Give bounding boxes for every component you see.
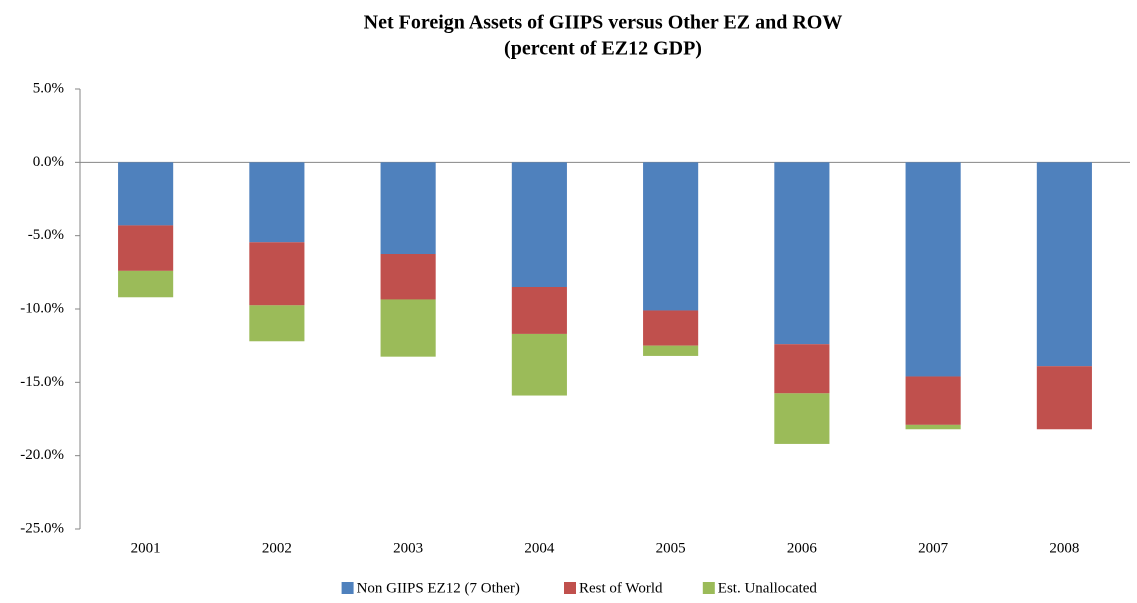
- legend-label: Est. Unallocated: [718, 580, 818, 596]
- bar-segment: [774, 162, 830, 345]
- bar-segment: [249, 242, 305, 306]
- bar-segment: [380, 254, 436, 300]
- legend-label: Non GIIPS EZ12 (7 Other): [357, 580, 520, 596]
- bar-segment: [905, 376, 961, 425]
- bar-segment: [511, 162, 567, 287]
- legend-swatch: [341, 582, 354, 594]
- x-tick-label: 2007: [918, 540, 949, 556]
- bar-segment: [511, 287, 567, 334]
- chart-title: Net Foreign Assets of GIIPS versus Other…: [364, 12, 843, 34]
- bar-segment: [1036, 366, 1092, 430]
- bar-segment: [774, 344, 830, 394]
- x-tick-label: 2008: [1049, 540, 1079, 556]
- bar-segment: [774, 393, 830, 444]
- bar-segment: [249, 162, 305, 243]
- y-tick-label: -10.0%: [20, 300, 64, 316]
- bar-segment: [511, 333, 567, 396]
- chart-subtitle: (percent of EZ12 GDP): [504, 38, 702, 60]
- bar-segment: [643, 345, 699, 356]
- y-tick-label: -15.0%: [20, 374, 64, 390]
- x-tick-label: 2004: [524, 540, 555, 556]
- bar-segment: [380, 162, 436, 254]
- legend-swatch: [564, 582, 576, 594]
- x-tick-label: 2005: [656, 540, 686, 556]
- bar-segment: [905, 424, 961, 430]
- bar-segment: [118, 225, 174, 271]
- bar-segment: [380, 299, 436, 357]
- y-tick-label: 5.0%: [33, 80, 64, 96]
- bar-segment: [643, 310, 699, 346]
- bar-segment: [249, 305, 305, 342]
- y-tick-label: -5.0%: [28, 227, 64, 243]
- x-tick-label: 2003: [393, 540, 423, 556]
- legend-swatch: [702, 582, 715, 594]
- y-tick-label: 0.0%: [33, 154, 64, 170]
- bar-segment: [643, 162, 699, 311]
- bar-segment: [1036, 162, 1092, 367]
- x-tick-label: 2001: [131, 540, 161, 556]
- legend-label: Rest of World: [579, 580, 663, 596]
- x-tick-label: 2002: [262, 540, 292, 556]
- bar-segment: [905, 162, 961, 377]
- bar-segment: [118, 270, 174, 298]
- bar-segment: [118, 162, 174, 226]
- x-tick-label: 2006: [787, 540, 818, 556]
- y-tick-label: -20.0%: [20, 447, 64, 463]
- y-tick-label: -25.0%: [20, 520, 64, 536]
